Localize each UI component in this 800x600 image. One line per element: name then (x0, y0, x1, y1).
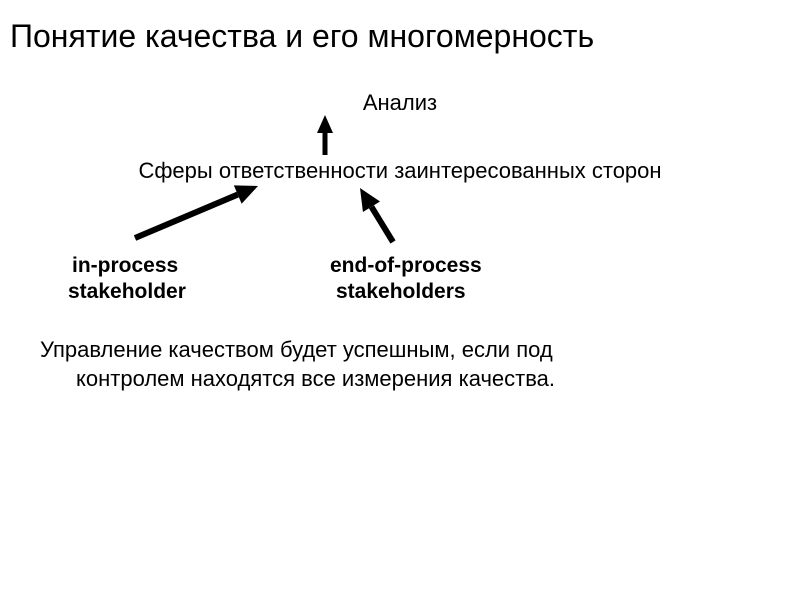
arrow-right-to-spheres (360, 188, 393, 242)
arrow-left-to-spheres (135, 185, 258, 238)
arrow-analysis-up (317, 115, 333, 155)
management-line1: Управление качеством будет успешным, есл… (40, 337, 553, 362)
spheres-label: Сферы ответственности заинтересованных с… (0, 158, 800, 184)
in-process-line1: in-process (72, 254, 178, 278)
slide: Понятие качества и его многомерность Ана… (0, 0, 800, 600)
analysis-label: Анализ (0, 90, 800, 116)
management-text: Управление качеством будет успешным, есл… (40, 336, 730, 393)
management-line2: контролем находятся все измерения качест… (40, 365, 730, 394)
slide-title: Понятие качества и его многомерность (10, 18, 594, 55)
end-of-process-line2: stakeholders (336, 280, 466, 304)
end-of-process-line1: end-of-process (330, 254, 482, 278)
in-process-line2: stakeholder (68, 280, 186, 304)
